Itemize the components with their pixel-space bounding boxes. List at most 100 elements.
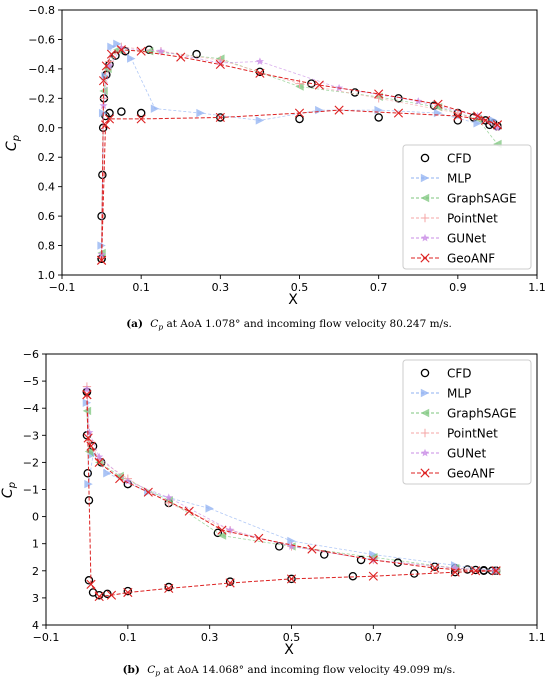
legend-box [402, 359, 532, 485]
legend-marker-mlp [420, 173, 430, 183]
legend-marker-gunet [421, 233, 429, 242]
point-mlp [127, 54, 136, 63]
series-line-pointnet [101, 46, 498, 258]
point-gunet [82, 385, 91, 393]
point-mlp [107, 42, 116, 52]
point-geoanf [286, 574, 297, 584]
x-tick-label: 1.1 [528, 631, 546, 644]
point-geoanf [101, 61, 111, 71]
point-geoanf [492, 120, 503, 130]
point-mlp [101, 72, 110, 81]
point-cfd [430, 562, 439, 571]
point-geoanf [215, 59, 225, 70]
point-geoanf [453, 111, 463, 121]
point-mlp [196, 108, 205, 118]
chart-panel-a: −0.1 0.1 0.3 0.5 0.7 0.9 1.1 −0.8 −0.6 −0.4 −0.2 0.… [4, 4, 546, 308]
x-tick-label: 0.3 [212, 281, 230, 294]
point-mlp [315, 105, 324, 115]
point-cfd [123, 586, 133, 596]
point-geoanf [123, 587, 133, 598]
point-gunet [85, 428, 94, 436]
point-gunet [287, 542, 296, 550]
series-geoanf [82, 390, 501, 602]
point-geoanf [98, 76, 109, 86]
point-cfd [350, 88, 360, 97]
x-tick-label: 0.7 [370, 281, 388, 294]
x-tick-label: 0.7 [365, 631, 383, 644]
legend: CFD MLP GraphSAGE PointNet GUNet GeoANF [402, 144, 532, 270]
point-geoanf [116, 45, 126, 55]
point-graphsage [82, 406, 92, 416]
legend-marker-pointnet [420, 428, 430, 438]
point-cfd [348, 571, 358, 581]
point-pointnet [374, 94, 383, 103]
point-geoanf [374, 89, 384, 99]
y-tick-label: −2 [23, 456, 39, 469]
x-axis-label: X [284, 642, 294, 658]
point-cfd [409, 569, 419, 578]
y-tick-label: 0.2 [38, 151, 56, 164]
point-mlp [103, 469, 112, 478]
y-tick-label: −0.4 [28, 63, 55, 76]
legend-label-pointnet: PointNet [447, 427, 498, 441]
axes-frame [61, 9, 538, 276]
x-tick-label: 0.3 [201, 631, 219, 644]
y-tick-label: −0.2 [28, 92, 55, 105]
point-geoanf [393, 108, 404, 118]
point-graphsage [217, 531, 227, 540]
legend-marker-geoanf [420, 253, 430, 263]
legend-label-graphsage: GraphSAGE [447, 407, 517, 421]
x-tick-label: 0.9 [449, 281, 467, 294]
y-tick-label: −1 [23, 484, 39, 497]
caption-a: (a) Cp at AoA 1.078° and incoming flow v… [126, 318, 452, 332]
x-tick-label: 0.5 [283, 631, 301, 644]
point-geoanf [430, 563, 440, 573]
point-mlp [84, 479, 93, 489]
x-tick-label: −0.1 [33, 631, 60, 644]
y-tick-label: 1 [32, 538, 39, 551]
point-gunet [164, 493, 173, 502]
y-tick-label: 0.6 [38, 210, 56, 223]
point-geoanf [164, 583, 174, 594]
y-tick-label: 1.0 [38, 269, 56, 282]
point-geoanf [94, 591, 104, 602]
point-gunet [493, 123, 502, 132]
series-line-geoanf [86, 394, 497, 598]
y-tick-label: 3 [32, 592, 39, 605]
point-geoanf [480, 115, 491, 126]
point-cfd [84, 576, 94, 585]
point-geoanf [294, 108, 305, 118]
legend-marker-mlp [420, 388, 430, 398]
point-geoanf [368, 571, 378, 581]
point-cfd [94, 590, 104, 600]
point-mlp [205, 504, 214, 513]
series-line-pointnet [86, 386, 497, 572]
x-tick-label: 0.5 [291, 281, 309, 294]
point-geoanf [217, 525, 227, 535]
legend-label-cfd: CFD [447, 367, 472, 381]
legend-marker-pointnet [420, 213, 430, 223]
point-graphsage [115, 471, 124, 481]
point-cfd [225, 577, 235, 586]
y-tick-label: −5 [23, 375, 39, 388]
point-geoanf [104, 114, 115, 124]
point-geoanf [471, 566, 481, 576]
point-geoanf [136, 46, 146, 56]
y-tick-label: −0.8 [28, 4, 55, 17]
legend-label-pointnet: PointNet [447, 212, 498, 226]
legend-label-graphsage: GraphSAGE [447, 192, 517, 206]
legend-label-geoanf: GeoANF [447, 467, 495, 481]
legend-label-mlp: MLP [447, 387, 471, 401]
y-tick-label: 0.0 [38, 122, 56, 135]
series-line-mlp [101, 43, 494, 246]
series-line-geoanf [101, 49, 498, 261]
point-mlp [150, 104, 160, 113]
point-geoanf [225, 578, 235, 588]
legend-marker-gunet [421, 448, 429, 457]
point-gunet [117, 44, 126, 52]
point-cfd [274, 542, 284, 551]
x-axis-label: X [288, 292, 298, 308]
x-tick-label: 0.9 [446, 631, 464, 644]
y-axis-label: Cp [4, 135, 22, 151]
